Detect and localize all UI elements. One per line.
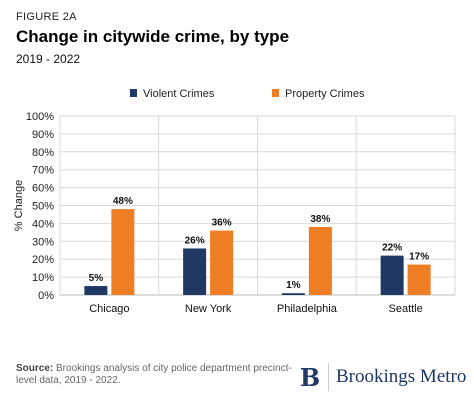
y-tick-label: 0% <box>38 290 54 302</box>
y-tick-label: 70% <box>32 165 54 177</box>
x-tick-label: Philadelphia <box>277 303 338 315</box>
legend-label: Violent Crimes <box>143 88 215 100</box>
source-text: Brookings analysis of city police depart… <box>16 363 292 386</box>
bar <box>407 264 431 295</box>
logo-mark: B <box>299 363 329 392</box>
legend-label: Property Crimes <box>285 88 365 100</box>
data-label: 1% <box>286 280 301 291</box>
bar <box>111 209 135 295</box>
x-tick-label: New York <box>185 303 232 315</box>
figure-label: FIGURE 2A <box>16 11 77 23</box>
brookings-metro-logo: B Brookings Metro <box>299 362 467 392</box>
bar <box>380 255 404 295</box>
y-tick-label: 40% <box>32 218 54 230</box>
y-tick-label: 20% <box>32 254 54 266</box>
y-tick-label: 30% <box>32 236 54 248</box>
bar <box>281 293 305 295</box>
legend-swatch <box>130 89 137 97</box>
chart-title: Change in citywide crime, by type <box>16 27 290 46</box>
data-label: 48% <box>113 196 133 207</box>
data-label: 36% <box>212 218 232 229</box>
legend-swatch <box>272 89 279 97</box>
source-note: Source: Brookings analysis of city polic… <box>16 363 306 387</box>
y-tick-label: 50% <box>32 201 54 213</box>
bar <box>183 248 207 295</box>
bar <box>308 226 332 295</box>
x-tick-label: Chicago <box>89 303 129 315</box>
data-label: 22% <box>382 243 402 254</box>
bar <box>84 286 108 295</box>
source-label: Source: <box>16 363 54 374</box>
data-label: 17% <box>409 252 429 263</box>
y-tick-label: 100% <box>26 111 54 123</box>
chart-subtitle: 2019 - 2022 <box>16 52 81 66</box>
data-label: 5% <box>89 273 104 284</box>
logo-text: Brookings Metro <box>336 366 467 387</box>
y-tick-label: 10% <box>32 272 54 284</box>
y-tick-label: 90% <box>32 129 54 141</box>
bar <box>210 230 234 295</box>
y-tick-label: 80% <box>32 147 54 159</box>
data-label: 38% <box>310 214 330 225</box>
y-axis-title: % Change <box>13 180 25 231</box>
y-tick-label: 60% <box>32 183 54 195</box>
x-tick-label: Seattle <box>389 303 423 315</box>
data-label: 26% <box>185 235 205 246</box>
